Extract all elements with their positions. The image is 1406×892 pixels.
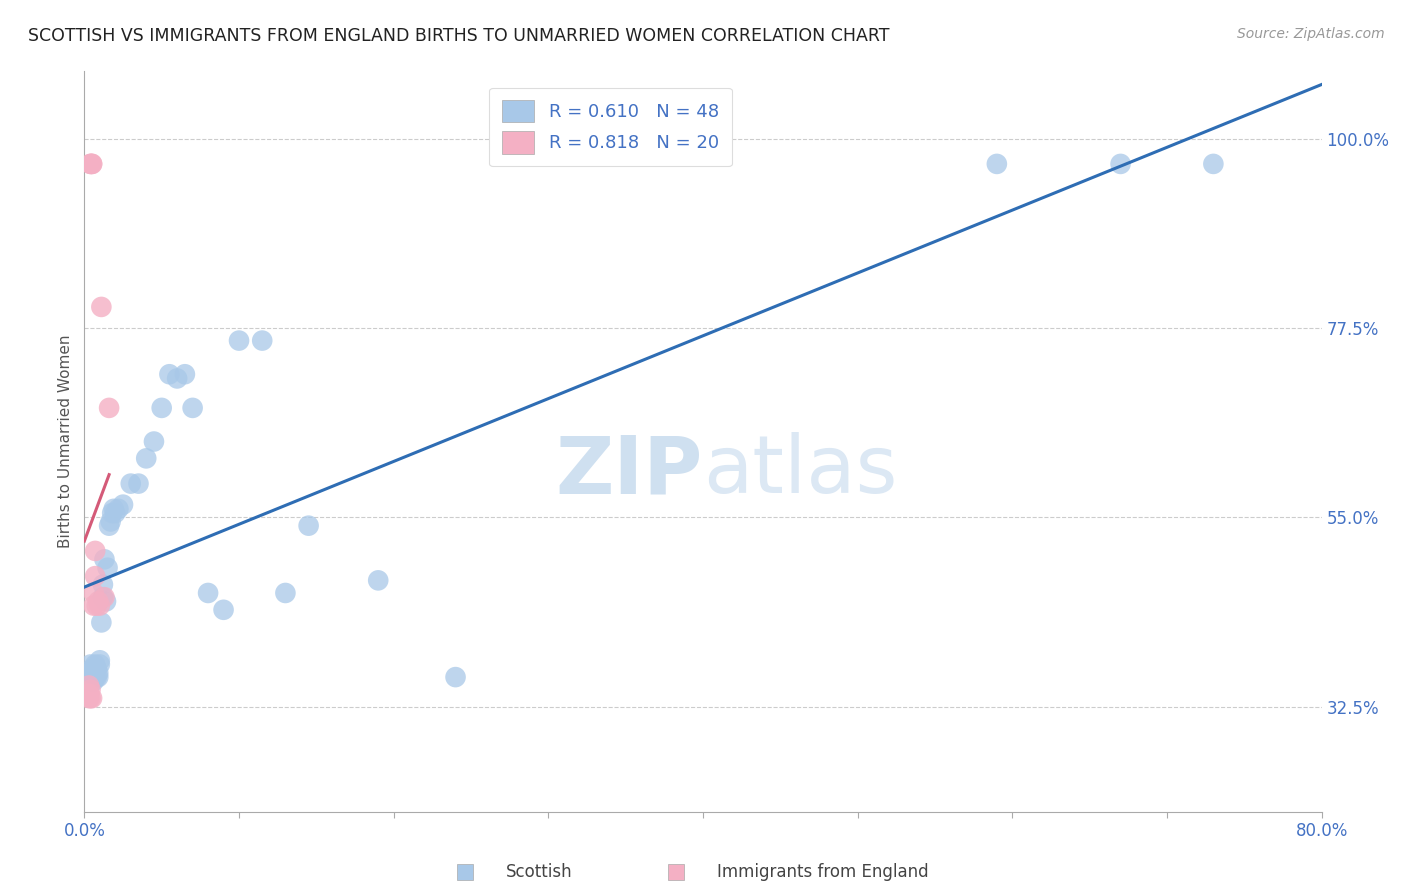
Point [82, 157, 104, 171]
Point [444, 670, 467, 684]
Point [274, 586, 297, 600]
Point [77, 691, 100, 706]
Point [79, 665, 101, 680]
Point [79, 157, 101, 171]
Text: ZIP: ZIP [555, 432, 703, 510]
Point [159, 368, 180, 382]
Point [228, 334, 250, 348]
Point [77, 687, 100, 701]
Point [166, 371, 188, 385]
Point [93, 590, 115, 604]
Point [87, 665, 110, 680]
Point [181, 401, 204, 415]
Point [83, 599, 105, 613]
Point [98, 401, 121, 415]
Point [150, 401, 173, 415]
Point [83, 586, 105, 600]
Legend: R = 0.610   N = 48, R = 0.818   N = 20: R = 0.610 N = 48, R = 0.818 N = 20 [489, 87, 731, 166]
Point [212, 603, 235, 617]
Point [87, 594, 110, 608]
Point [79, 682, 101, 697]
Point [84, 670, 107, 684]
Point [82, 691, 104, 706]
Point [82, 157, 104, 171]
Point [83, 662, 105, 676]
Point [84, 544, 107, 558]
Point [84, 569, 107, 583]
Point [86, 662, 108, 676]
Point [86, 670, 108, 684]
Point [143, 434, 166, 449]
Point [93, 552, 115, 566]
Point [94, 594, 117, 608]
Point [89, 599, 111, 613]
Point [107, 501, 129, 516]
Text: Source: ZipAtlas.com: Source: ZipAtlas.com [1237, 27, 1385, 41]
Point [986, 157, 1008, 171]
Point [90, 300, 112, 314]
Point [79, 157, 101, 171]
Point [83, 665, 105, 680]
Point [1202, 157, 1225, 171]
Point [112, 498, 135, 512]
Point [91, 590, 114, 604]
Point [91, 577, 114, 591]
Point [90, 615, 112, 630]
Point [135, 451, 157, 466]
Point [250, 334, 273, 348]
Point [104, 506, 127, 520]
Point [297, 518, 319, 533]
Point [120, 476, 142, 491]
Point [100, 515, 122, 529]
Point [87, 670, 110, 684]
Point [101, 506, 124, 520]
Point [82, 662, 104, 676]
Point [127, 476, 149, 491]
Y-axis label: Births to Unmarried Women: Births to Unmarried Women [58, 334, 73, 549]
Point [174, 368, 197, 382]
Point [103, 501, 125, 516]
Point [197, 586, 219, 600]
Point [1109, 157, 1132, 171]
Text: atlas: atlas [703, 432, 897, 510]
Point [83, 674, 105, 689]
Point [89, 653, 111, 667]
Point [79, 657, 101, 672]
Point [89, 657, 111, 672]
Point [367, 574, 389, 588]
Point [98, 518, 121, 533]
Point [82, 674, 104, 689]
Text: Immigrants from England: Immigrants from England [717, 863, 929, 881]
Point [96, 560, 118, 574]
Point [79, 691, 101, 706]
Point [84, 657, 107, 672]
Text: Scottish: Scottish [506, 863, 572, 881]
Point [77, 679, 100, 693]
Point [86, 599, 108, 613]
Text: SCOTTISH VS IMMIGRANTS FROM ENGLAND BIRTHS TO UNMARRIED WOMEN CORRELATION CHART: SCOTTISH VS IMMIGRANTS FROM ENGLAND BIRT… [28, 27, 890, 45]
